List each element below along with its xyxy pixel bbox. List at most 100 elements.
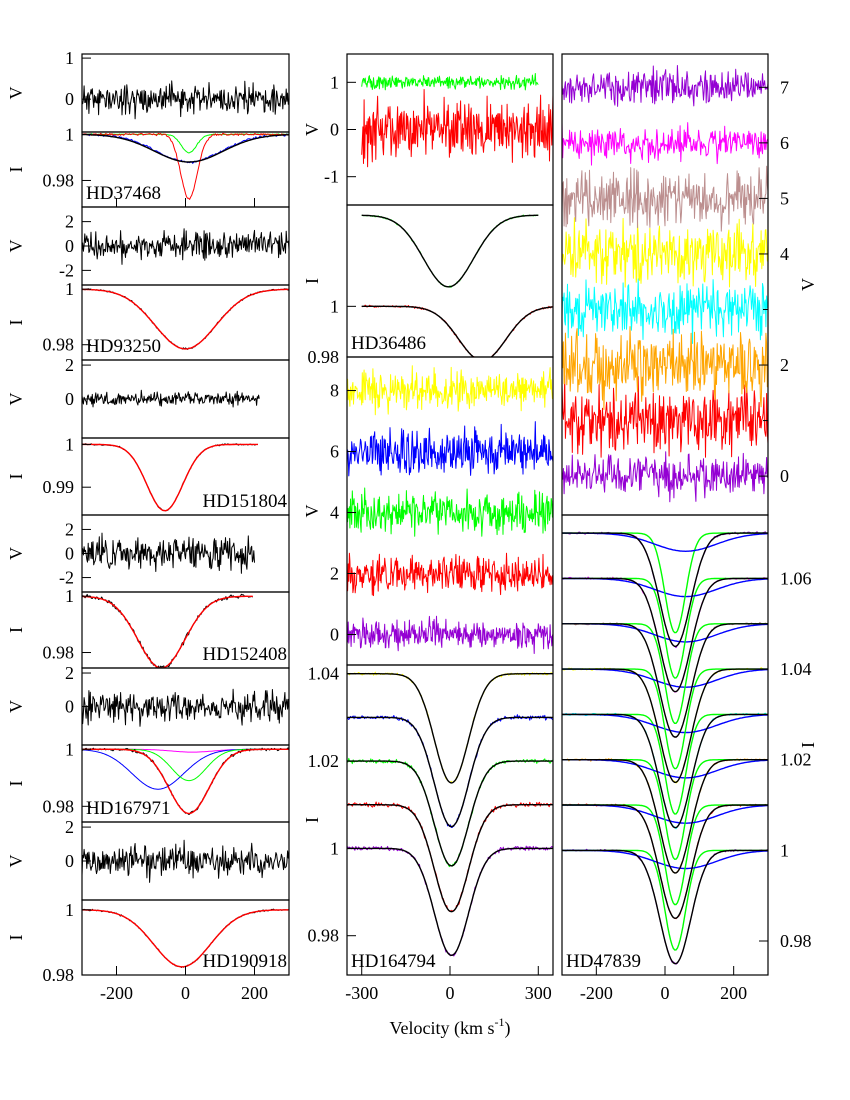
y-axis-label: I (6, 627, 26, 633)
y-tick-label: 0 (330, 120, 339, 140)
y-axis-label: V (6, 700, 26, 713)
plot-area (82, 132, 289, 200)
panel-hd190918-v: 2 0 V (6, 817, 290, 901)
x-tick-label: 200 (241, 983, 268, 1003)
panel-frame (81, 53, 290, 133)
y-axis-label: V (6, 393, 26, 406)
panel-frame (561, 514, 769, 976)
panel-hd164794-i: 1.04 1.02 1 0.98 I -300 0 300 HD164794 (302, 664, 554, 1003)
profile-violet-fit (347, 847, 553, 956)
y-tick-label: 1.02 (308, 751, 340, 771)
y-tick-label: 1.06 (780, 568, 812, 588)
star-label: HD36486 (351, 333, 426, 354)
y-tick-label: 0.98 (43, 170, 75, 190)
y-tick-label: 1 (65, 124, 74, 144)
profile-green (347, 757, 553, 868)
fit-4 (562, 668, 768, 783)
fit-2 (562, 759, 768, 874)
plot-area (82, 839, 289, 883)
y-tick-label: 0 (65, 697, 74, 717)
y-axis-label: I (798, 742, 818, 748)
series-violet (562, 451, 768, 503)
series-green (347, 487, 553, 537)
fit-5 (562, 623, 768, 738)
plot-area (82, 532, 255, 574)
series-orange (562, 326, 768, 410)
profile-blue (347, 714, 553, 828)
plot-area (347, 365, 553, 654)
panel-hd152408-i: 1 0.98 I HD152408 (6, 586, 290, 669)
y-tick-label: 0.98 (780, 931, 812, 951)
y-axis-label: I (6, 935, 26, 941)
plot-area (82, 747, 289, 815)
plot-area (82, 389, 260, 408)
panel-hd167971-i: 1 0.98 I HD167971 (6, 739, 290, 823)
y-axis-label: I (302, 817, 322, 823)
y-tick-label: 1 (330, 72, 339, 92)
panel-hd37468-v: 1 0 V (6, 48, 290, 133)
panel-hd152408-v: 2 0 -2 V (6, 514, 290, 593)
y-tick-label: 6 (780, 133, 789, 153)
y-tick-label: -2 (59, 260, 74, 280)
profile-yellow-fit (347, 673, 553, 784)
y-axis-label: I (6, 320, 26, 326)
series-rosybrown (562, 165, 768, 232)
y-tick-label: 1 (65, 586, 74, 606)
star-label: HD47839 (566, 951, 641, 972)
x-tick-label: -200 (580, 983, 613, 1003)
profile-total (82, 132, 289, 200)
y-axis-label: I (302, 278, 322, 284)
y-tick-label: -2 (59, 568, 74, 588)
fit-1 (562, 804, 768, 919)
panel-hd151804-v: 2 0 V (6, 355, 290, 439)
y-axis-label: I (6, 474, 26, 480)
star-label: HD164794 (351, 951, 436, 972)
x-tick-label: -200 (100, 983, 133, 1003)
plot-area (82, 288, 289, 350)
series-blue (347, 421, 553, 477)
profile-fit (82, 443, 258, 512)
y-tick-label: 0.98 (43, 335, 75, 355)
star-label: HD151804 (203, 491, 288, 512)
panel-hd47839-v: 7 6 5 4 2 0 V (561, 53, 818, 516)
y-tick-label: 1 (65, 279, 74, 299)
star-label: HD37468 (86, 183, 161, 204)
y-axis-label: V (6, 87, 26, 100)
profile-blue-fit (347, 716, 553, 828)
star-label: HD152408 (203, 644, 287, 665)
y-tick-label: 0 (330, 625, 339, 645)
y-tick-label: 2 (65, 355, 74, 375)
series-v (82, 839, 289, 883)
panel-hd47839-i: 1.06 1.04 1.02 1 0.98 I -200 0 200 HD47839 (561, 514, 818, 1003)
y-tick-label: 0 (65, 236, 74, 256)
series-red (361, 89, 553, 168)
x-tick-label: 300 (525, 983, 552, 1003)
series-v (82, 389, 260, 408)
series-violet (347, 615, 553, 654)
y-tick-label: 0 (780, 466, 789, 486)
panel-hd167971-v: 2 0 V (6, 663, 290, 746)
y-axis-label: I (6, 781, 26, 787)
panel-hd190918-i: 1 0.98 I -200 0 200 HD190918 (6, 899, 290, 1003)
series-magenta (562, 122, 768, 166)
panel-hd36486-i: 1 0.98 I HD36486 (302, 204, 554, 367)
y-tick-label: 7 (780, 77, 789, 97)
chart-panels: 10V10.98IHD3746820-2V10.98IHD9325020V10.… (6, 48, 818, 1003)
panel-hd37468-i: 1 0.98 I HD37468 (6, 124, 290, 208)
series-v (82, 228, 289, 265)
series-cyan (562, 278, 768, 344)
profile-fit (82, 288, 289, 350)
y-tick-label: 1.04 (780, 659, 812, 679)
star-label: HD190918 (203, 951, 287, 972)
y-axis-label: I (6, 167, 26, 173)
series-v (82, 532, 255, 574)
panel-frame (561, 53, 769, 516)
y-tick-label: 1 (65, 434, 74, 454)
y-tick-label: 0 (65, 89, 74, 109)
plot-area (361, 73, 553, 168)
profile-red-fit (347, 804, 553, 913)
fit-3 (562, 713, 768, 829)
x-tick-label: 0 (181, 983, 190, 1003)
x-tick-label: 200 (720, 983, 747, 1003)
